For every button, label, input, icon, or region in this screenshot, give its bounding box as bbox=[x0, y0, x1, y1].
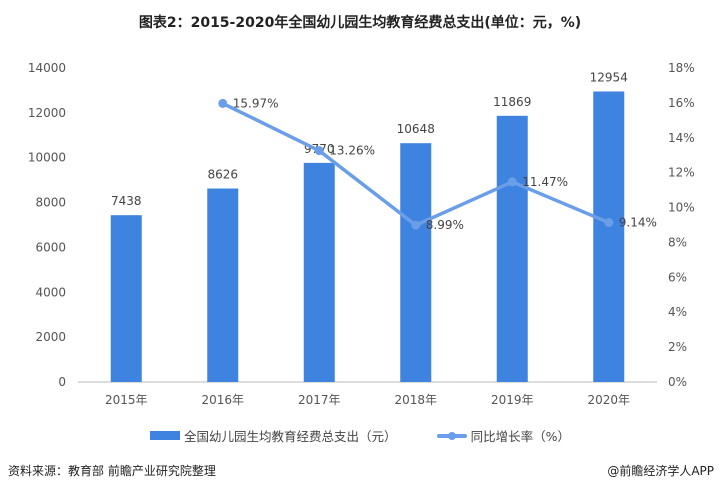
growth-point bbox=[604, 218, 614, 228]
source-note: 资料来源：教育部 前瞻产业研究院整理 bbox=[8, 464, 216, 478]
x-axis-tick: 2016年 bbox=[201, 393, 244, 407]
x-axis-tick: 2020年 bbox=[587, 393, 630, 407]
brand-credit: @前瞻经济学人APP bbox=[607, 464, 714, 478]
right-axis-tick: 4% bbox=[668, 305, 687, 319]
growth-point bbox=[218, 98, 228, 108]
x-axis-tick: 2015年 bbox=[105, 393, 148, 407]
bar-value-label: 12954 bbox=[590, 70, 628, 84]
left-axis-tick: 10000 bbox=[28, 151, 66, 165]
left-axis-tick: 12000 bbox=[28, 106, 66, 120]
right-axis-tick: 16% bbox=[668, 96, 695, 110]
right-axis-tick: 6% bbox=[668, 270, 687, 284]
legend-bar-label: 全国幼儿园生均教育经费总支出（元） bbox=[184, 429, 397, 444]
bar bbox=[303, 162, 335, 382]
growth-point bbox=[411, 220, 421, 230]
bar-value-label: 8626 bbox=[207, 168, 238, 182]
growth-point bbox=[507, 177, 517, 187]
right-axis-tick: 8% bbox=[668, 235, 687, 249]
growth-value-label: 8.99% bbox=[426, 218, 464, 232]
legend-line-swatch bbox=[436, 431, 467, 440]
bar-value-label: 11869 bbox=[493, 95, 531, 109]
right-axis-tick: 10% bbox=[668, 201, 695, 215]
x-axis-tick: 2019年 bbox=[491, 393, 534, 407]
bar bbox=[207, 188, 239, 382]
bar bbox=[496, 115, 528, 382]
left-axis-tick: 6000 bbox=[35, 240, 66, 254]
growth-point bbox=[314, 146, 324, 156]
left-axis-tick: 0 bbox=[58, 375, 66, 389]
right-axis-tick: 2% bbox=[668, 340, 687, 354]
right-axis-tick: 14% bbox=[668, 131, 695, 145]
bar bbox=[400, 143, 432, 382]
growth-value-label: 11.47% bbox=[522, 175, 568, 189]
bar bbox=[110, 215, 142, 382]
right-axis-tick: 0% bbox=[668, 375, 687, 389]
legend-line-label: 同比增长率（%） bbox=[470, 429, 570, 444]
left-axis-tick: 4000 bbox=[35, 285, 66, 299]
left-axis-tick: 8000 bbox=[35, 196, 66, 210]
growth-value-label: 15.97% bbox=[233, 96, 279, 110]
legend-item-line: 同比增长率（%） bbox=[436, 426, 570, 445]
right-axis-tick: 12% bbox=[668, 166, 695, 180]
bar-value-label: 7438 bbox=[111, 194, 142, 208]
legend-item-bar: 全国幼儿园生均教育经费总支出（元） bbox=[150, 426, 397, 445]
x-axis-tick: 2018年 bbox=[394, 393, 437, 407]
left-axis-tick: 14000 bbox=[28, 61, 66, 75]
growth-value-label: 9.14% bbox=[619, 216, 657, 230]
chart-plot: 0 2000 4000 6000 8000 10000 12000 14000 0% 2% 4% 6%… bbox=[28, 61, 695, 407]
legend-bar-swatch bbox=[150, 431, 181, 440]
right-axis-tick: 18% bbox=[668, 61, 695, 75]
legend: 全国幼儿园生均教育经费总支出（元） 同比增长率（%） bbox=[0, 426, 720, 445]
bar-value-label: 10648 bbox=[397, 122, 435, 136]
bar bbox=[593, 91, 625, 382]
chart-title: 图表2：2015-2020年全国幼儿园生均教育经费总支出(单位：元，%) bbox=[138, 15, 582, 31]
x-axis-tick: 2017年 bbox=[298, 393, 341, 407]
left-axis-tick: 2000 bbox=[35, 330, 66, 344]
growth-value-label: 13.26% bbox=[329, 144, 375, 158]
